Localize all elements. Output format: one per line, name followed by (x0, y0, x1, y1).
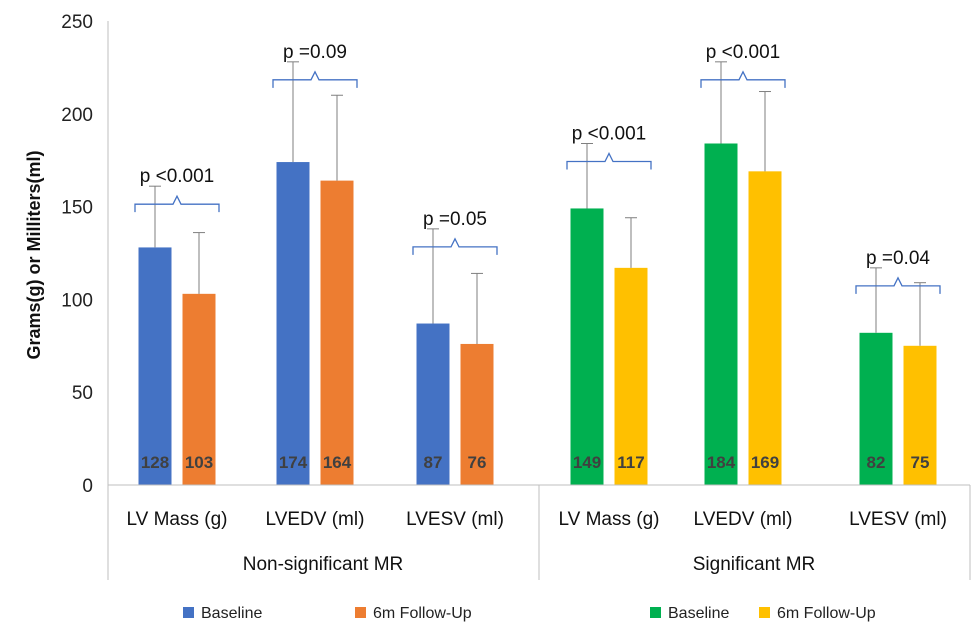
data-label: 164 (323, 453, 352, 472)
category-label: LVEDV (ml) (694, 509, 793, 530)
p-value-label: p =0.05 (423, 209, 487, 230)
bar (859, 332, 893, 485)
y-axis-label: Grams(g) or Milliters(ml) (24, 150, 44, 359)
p-value-brackets: p <0.001 p =0.09 p =0.05 p <0.001 p <0.001 p … (134, 42, 941, 294)
category-label: LV Mass (g) (126, 509, 227, 530)
data-label: 103 (185, 453, 213, 472)
bar (748, 171, 782, 485)
p-value-label: p <0.001 (572, 123, 647, 144)
p-value-bracket (412, 237, 498, 255)
p-value-label: p <0.001 (706, 42, 781, 63)
legend: Baseline 6m Follow-Up Baseline 6m Follow-Up (183, 605, 876, 622)
data-label: 128 (141, 453, 169, 472)
bar (320, 180, 354, 485)
x-axis: Non-significant MR LV Mass (g) LVEDV (ml) L… (108, 484, 971, 580)
data-label: 184 (707, 453, 736, 472)
data-label: 82 (867, 453, 886, 472)
bar (570, 208, 604, 485)
data-label: 87 (424, 453, 443, 472)
bar (704, 143, 738, 485)
p-value-bracket (566, 152, 652, 170)
legend-swatch (650, 607, 661, 618)
error-bars (149, 61, 926, 346)
y-tick-label: 50 (72, 383, 93, 404)
p-value-bracket (134, 194, 220, 213)
y-tick-label: 0 (82, 476, 93, 497)
p-value-label: p <0.001 (140, 166, 215, 187)
category-label: LVESV (ml) (849, 509, 947, 530)
data-label: 75 (911, 453, 930, 472)
y-tick-label: 200 (61, 105, 93, 126)
y-tick-label: 100 (61, 290, 93, 311)
category-label: LVEDV (ml) (266, 509, 365, 530)
legend-swatch (759, 607, 770, 618)
data-label: 174 (279, 453, 308, 472)
bar (182, 293, 216, 485)
p-value-label: p =0.09 (283, 42, 347, 63)
group-label: Significant MR (693, 554, 816, 575)
category-label: LV Mass (g) (558, 509, 659, 530)
legend-swatch (183, 607, 194, 618)
bar (903, 345, 937, 485)
p-value-bracket (700, 70, 786, 88)
data-labels: 128 103 174 164 87 76 149 117 184 169 82 75 (141, 453, 930, 472)
legend-swatch (355, 607, 366, 618)
bar (276, 162, 310, 485)
category-label: LVESV (ml) (406, 509, 504, 530)
y-axis: 0 50 100 150 200 250 (61, 12, 109, 580)
data-label: 76 (468, 453, 487, 472)
bar (416, 323, 450, 485)
legend-label: 6m Follow-Up (777, 605, 876, 622)
p-value-label: p =0.04 (866, 248, 930, 269)
bar (614, 267, 648, 485)
group-label: Non-significant MR (243, 554, 404, 575)
y-tick-label: 250 (61, 12, 93, 33)
y-tick-label: 150 (61, 198, 93, 219)
data-label: 169 (751, 453, 779, 472)
p-value-bracket (855, 276, 941, 294)
data-label: 117 (617, 453, 644, 472)
bars (138, 143, 937, 485)
legend-label: Baseline (668, 605, 729, 622)
bar (460, 343, 494, 485)
data-label: 149 (573, 453, 601, 472)
legend-label: 6m Follow-Up (373, 605, 472, 622)
bar (138, 247, 172, 485)
p-value-bracket (272, 70, 358, 88)
legend-label: Baseline (201, 605, 262, 622)
